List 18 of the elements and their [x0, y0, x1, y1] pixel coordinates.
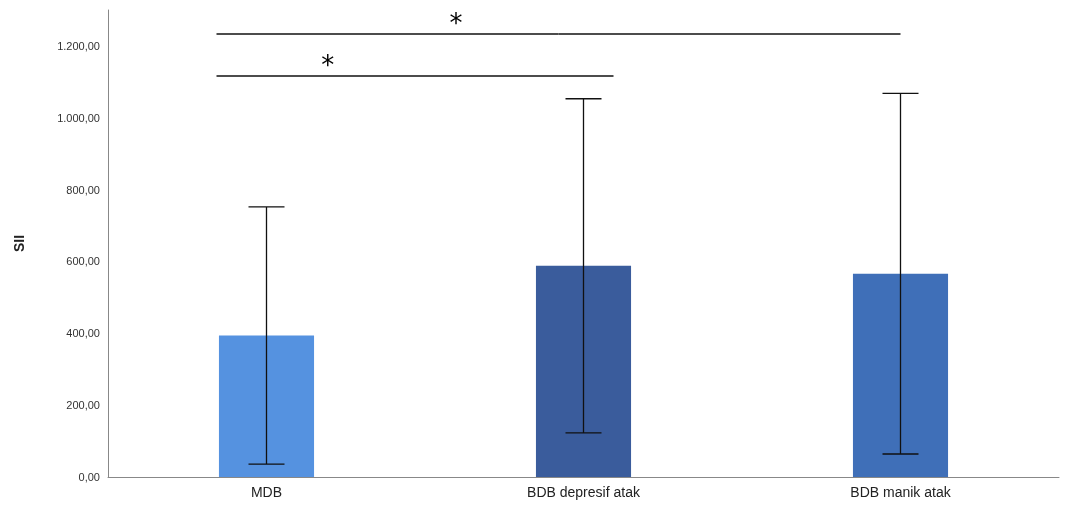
- x-tick-label: BDB depresif atak: [527, 484, 641, 500]
- y-axis-title: SII: [11, 234, 27, 253]
- y-tick-label: 800,00: [66, 183, 100, 196]
- x-tick-label: BDB manik atak: [850, 484, 952, 500]
- y-tick-label: 200,00: [66, 399, 100, 412]
- y-tick-label: 600,00: [66, 255, 100, 268]
- bar: [218, 335, 315, 477]
- y-tick-label: 1.200,00: [57, 39, 100, 52]
- bar: [852, 273, 949, 477]
- y-tick-label: 0,00: [78, 471, 100, 483]
- significance-bracket: *: [216, 8, 901, 38]
- x-tick-label: MDB: [250, 484, 283, 500]
- significance-bracket: *: [216, 50, 614, 80]
- bar: [535, 265, 632, 477]
- y-tick-label: 1.000,00: [57, 111, 100, 124]
- annotation: *: [449, 8, 463, 38]
- annotation: *: [321, 50, 335, 80]
- y-tick-label: 400,00: [66, 327, 100, 340]
